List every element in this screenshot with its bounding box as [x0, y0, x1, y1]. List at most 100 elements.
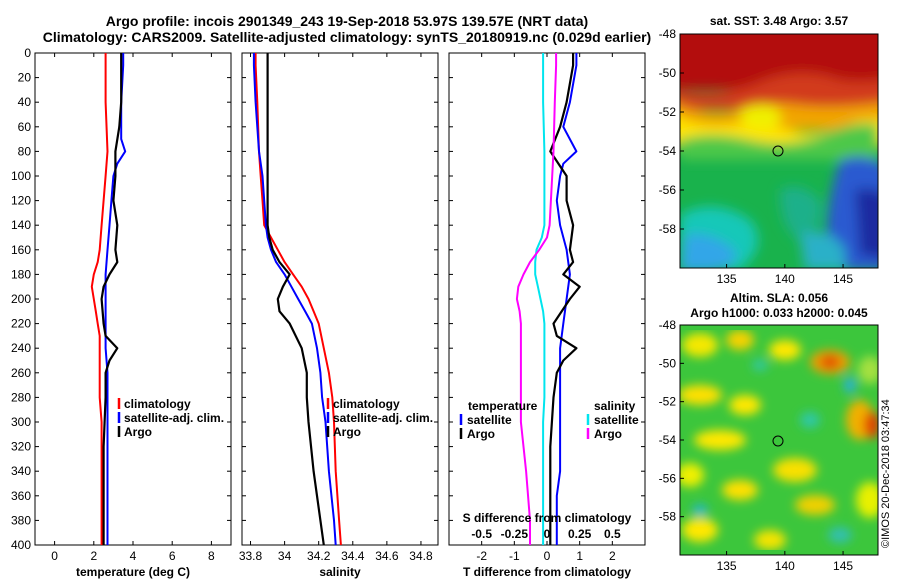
x-tick-label: 34.4: [341, 549, 365, 563]
legend-label: satellite: [594, 413, 639, 427]
legend-label: satellite-adj. clim.: [333, 411, 433, 425]
map-y-tick-label: -56: [659, 183, 677, 197]
y-tick-label: 380: [11, 513, 31, 527]
y-tick-label: 80: [18, 144, 32, 158]
x-tick-label: 0: [51, 549, 58, 563]
secondary-x-tick-label: -0.5: [471, 527, 492, 541]
series-line-climatology: [90, 53, 109, 545]
imos-watermark: ©IMOS 20-Dec-2018 03:47:34: [880, 399, 892, 548]
y-tick-label: 180: [11, 267, 31, 281]
legend-label: satellite-adj. clim.: [124, 411, 224, 425]
x-axis-label: temperature (deg C): [76, 565, 190, 579]
plot-frame: [448, 52, 646, 546]
series-line-satellite-adj-clim-: [104, 53, 127, 545]
y-tick-label: 40: [18, 95, 32, 109]
series-line-argo: [100, 53, 123, 545]
map-y-tick-label: -58: [659, 222, 677, 236]
map-y-tick-label: -52: [659, 105, 677, 119]
sla-map-title: Altim. SLA: 0.056: [730, 291, 828, 305]
y-tick-label: 200: [11, 292, 31, 306]
legend-label: Argo: [594, 427, 622, 441]
x-tick-label: 33.8: [239, 549, 263, 563]
y-tick-label: 120: [11, 194, 31, 208]
series-line-argo: [266, 53, 325, 546]
plot-frame: [34, 52, 232, 546]
sst-float-location-marker: [772, 145, 784, 157]
series-line-t-satellite: [555, 53, 578, 545]
map-x-tick-label: 145: [833, 272, 853, 286]
x-tick-label: -1: [509, 549, 520, 563]
x-tick-label: 8: [208, 549, 215, 563]
y-tick-label: 340: [11, 464, 31, 478]
x-tick-label: 2: [90, 549, 97, 563]
legend-label: Argo: [124, 425, 152, 439]
sst-map-axes: 135 140 145 -48 -50 -52 -54 -56 -58: [659, 27, 854, 286]
sla-map-image: [680, 325, 878, 555]
legend-title-temperature: temperature: [468, 399, 538, 413]
legend-title-salinity: salinity: [594, 399, 636, 413]
x-tick-label: 34.6: [375, 549, 399, 563]
secondary-x-tick-label: 0.5: [604, 527, 621, 541]
sst-map-title: sat. SST: 3.48 Argo: 3.57: [710, 14, 849, 28]
salinity-profile-panel: 33.8 34 34.2 34.4 34.6 34.8 salinity climatolog…: [239, 52, 439, 579]
legend-label: climatology: [333, 397, 400, 411]
y-tick-label: 220: [11, 317, 31, 331]
map-y-tick-label: -56: [659, 471, 677, 485]
legend-label: Argo: [333, 425, 361, 439]
map-y-tick-label: -58: [659, 510, 677, 524]
sla-map-subtitle: Argo h1000: 0.033 h2000: 0.045: [690, 306, 868, 320]
y-tick-label: 300: [11, 415, 31, 429]
series-line-s-satellite: [534, 53, 546, 545]
plot-frame: [241, 52, 439, 546]
map-y-tick-label: -54: [659, 433, 677, 447]
y-tick-label: 20: [18, 71, 32, 85]
map-x-tick-label: 140: [775, 559, 795, 573]
map-y-tick-label: -50: [659, 66, 677, 80]
y-tick-label: 260: [11, 366, 31, 380]
y-tick-label: 100: [11, 169, 31, 183]
x-tick-label: 0: [544, 549, 551, 563]
sla-float-location-marker: [772, 435, 784, 447]
map-x-tick-label: 135: [717, 559, 737, 573]
x-tick-label: 2: [609, 549, 616, 563]
sst-map-panel: sat. SST: 3.48 Argo: 3.57 135 140 145 -48 -5…: [659, 14, 879, 286]
figure-title-line2: Climatology: CARS2009. Satellite-adjuste…: [43, 29, 651, 45]
temperature-profile-panel: 0204060801001201401601802002202402602803…: [11, 46, 232, 579]
figure-title-line1: Argo profile: incois 2901349_243 19-Sep-…: [106, 13, 588, 29]
series-line-s-argo: [515, 53, 558, 545]
sst-map-image: [680, 34, 878, 268]
x-tick-label: 34.8: [409, 549, 433, 563]
map-x-tick-label: 135: [717, 272, 737, 286]
x-axis-label: salinity: [319, 565, 361, 579]
y-tick-label: 320: [11, 440, 31, 454]
x-axis-label: T difference from climatology: [463, 565, 631, 579]
series-line-satellite-adj-clim-: [252, 53, 337, 546]
x-tick-label: 6: [169, 549, 176, 563]
sla-map-panel: Altim. SLA: 0.056 Argo h1000: 0.033 h200…: [659, 291, 879, 573]
series-line-t-argo: [549, 53, 581, 545]
secondary-x-tick-label: 0: [544, 527, 551, 541]
difference-profile-panel: -2 -1 0 1 2 T difference from climatology temp…: [448, 52, 646, 579]
y-tick-label: 140: [11, 218, 31, 232]
legend-label: satellite: [467, 413, 512, 427]
y-tick-label: 0: [24, 46, 31, 60]
x-tick-label: -2: [476, 549, 487, 563]
y-tick-label: 360: [11, 489, 31, 503]
map-y-tick-label: -48: [659, 318, 677, 332]
map-y-tick-label: -48: [659, 27, 677, 41]
map-y-tick-label: -52: [659, 395, 677, 409]
y-tick-label: 60: [18, 120, 32, 134]
x-tick-label: 1: [576, 549, 583, 563]
secondary-x-tick-label: 0.25: [568, 527, 592, 541]
map-x-tick-label: 140: [775, 272, 795, 286]
y-tick-label: 400: [11, 538, 31, 552]
legend-label: Argo: [467, 427, 495, 441]
secondary-axis-label: S difference from climatology: [463, 511, 632, 525]
map-y-tick-label: -50: [659, 356, 677, 370]
y-tick-label: 280: [11, 390, 31, 404]
x-tick-label: 34.2: [307, 549, 331, 563]
legend-label: climatology: [124, 397, 191, 411]
x-tick-label: 4: [130, 549, 137, 563]
